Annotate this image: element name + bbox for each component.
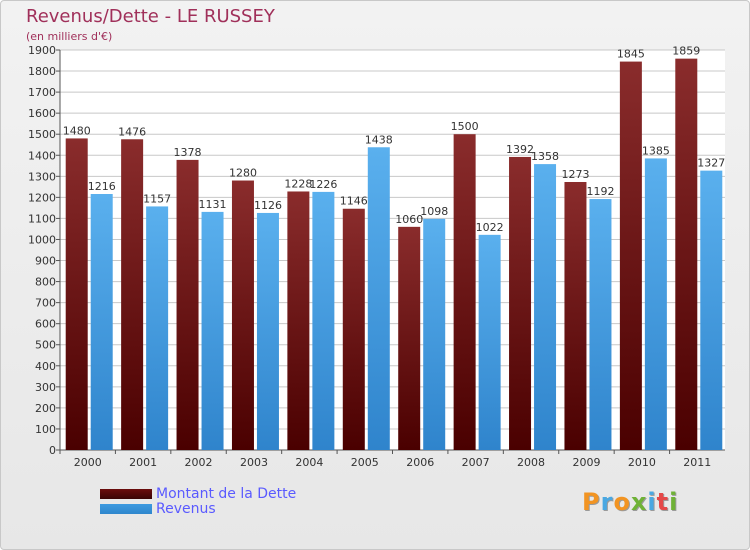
legend-swatch-revenus bbox=[100, 504, 152, 514]
y-tick-label: 1300 bbox=[28, 170, 56, 183]
x-tick-label-2010: 2010 bbox=[628, 456, 656, 469]
data-label-dette-2001: 1476 bbox=[118, 125, 146, 138]
bar-revenus-2001 bbox=[146, 206, 169, 450]
logo-letter-1: r bbox=[600, 488, 614, 516]
data-label-revenus-2011: 1327 bbox=[697, 157, 725, 170]
bar-revenus-2008 bbox=[534, 164, 557, 450]
y-tick-label: 1400 bbox=[28, 149, 56, 162]
y-tick-label: 1500 bbox=[28, 128, 56, 141]
chart-title: Revenus/Dette - LE RUSSEY bbox=[26, 6, 275, 27]
bar-dette-2007 bbox=[453, 134, 476, 451]
x-tick-label-2001: 2001 bbox=[129, 456, 157, 469]
y-tick-label: 1000 bbox=[28, 233, 56, 246]
data-label-revenus-2006: 1098 bbox=[420, 205, 448, 218]
data-label-revenus-2002: 1131 bbox=[199, 198, 227, 211]
y-tick-label: 300 bbox=[35, 381, 56, 394]
data-label-dette-2005: 1146 bbox=[340, 195, 368, 208]
bar-dette-2006 bbox=[398, 226, 421, 450]
x-tick-label-2000: 2000 bbox=[74, 456, 102, 469]
data-label-revenus-2008: 1358 bbox=[531, 150, 559, 163]
logo-letter-2: o bbox=[613, 488, 631, 516]
y-tick-label: 400 bbox=[35, 360, 56, 373]
x-tick-label-2003: 2003 bbox=[240, 456, 268, 469]
x-tick-label-2006: 2006 bbox=[406, 456, 434, 469]
data-label-revenus-2005: 1438 bbox=[365, 133, 393, 146]
bar-dette-2002 bbox=[176, 159, 199, 451]
y-tick-label: 800 bbox=[35, 276, 56, 289]
y-tick-label: 1600 bbox=[28, 107, 56, 120]
x-tick-label-2007: 2007 bbox=[462, 456, 490, 469]
data-label-revenus-2007: 1022 bbox=[476, 221, 504, 234]
data-label-revenus-2000: 1216 bbox=[88, 180, 116, 193]
y-tick-label: 600 bbox=[35, 318, 56, 331]
x-tick-label-2002: 2002 bbox=[185, 456, 213, 469]
bar-revenus-2009 bbox=[589, 199, 612, 450]
x-tick-label-2011: 2011 bbox=[683, 456, 711, 469]
data-label-dette-2007: 1500 bbox=[451, 120, 479, 133]
data-label-dette-2010: 1845 bbox=[617, 48, 645, 61]
y-tick-label: 500 bbox=[35, 339, 56, 352]
logo-letter-3: x bbox=[630, 488, 648, 516]
y-tick-label: 1700 bbox=[28, 86, 56, 99]
proxiti-logo: Proxiti bbox=[582, 488, 678, 516]
bar-dette-2010 bbox=[619, 61, 642, 450]
plot-area bbox=[60, 50, 725, 450]
y-tick-label: 1800 bbox=[28, 65, 56, 78]
logo-letter-0: P bbox=[582, 488, 601, 516]
data-label-dette-2004: 1228 bbox=[284, 177, 312, 190]
bar-dette-2004 bbox=[287, 191, 310, 450]
bar-revenus-2002 bbox=[201, 211, 224, 450]
y-tick-label: 1900 bbox=[28, 44, 56, 57]
data-label-revenus-2001: 1157 bbox=[143, 192, 171, 205]
bar-dette-2009 bbox=[564, 182, 587, 450]
x-tick-label-2009: 2009 bbox=[572, 456, 600, 469]
x-tick-label-2008: 2008 bbox=[517, 456, 545, 469]
data-label-revenus-2003: 1126 bbox=[254, 199, 282, 212]
y-tick-label: 100 bbox=[35, 423, 56, 436]
bar-revenus-2010 bbox=[644, 158, 667, 450]
legend-label-revenus: Revenus bbox=[156, 501, 216, 517]
bar-revenus-2000 bbox=[90, 194, 113, 450]
y-tick-label: 0 bbox=[49, 444, 56, 457]
data-label-revenus-2009: 1192 bbox=[586, 185, 614, 198]
data-label-dette-2008: 1392 bbox=[506, 143, 534, 156]
legend-item-revenus: Revenus bbox=[100, 501, 216, 517]
bar-dette-2005 bbox=[342, 208, 365, 450]
bar-revenus-2003 bbox=[256, 212, 279, 450]
data-label-dette-2009: 1273 bbox=[561, 168, 589, 181]
logo-letter-6: i bbox=[669, 488, 679, 516]
bar-dette-2011 bbox=[675, 58, 698, 450]
y-tick-label: 1100 bbox=[28, 212, 56, 225]
data-label-dette-2003: 1280 bbox=[229, 167, 257, 180]
data-label-dette-2006: 1060 bbox=[395, 213, 423, 226]
bar-revenus-2007 bbox=[478, 234, 501, 450]
y-tick-label: 900 bbox=[35, 255, 56, 268]
data-label-revenus-2010: 1385 bbox=[642, 144, 670, 157]
bar-revenus-2006 bbox=[423, 218, 446, 450]
bar-dette-2003 bbox=[231, 180, 254, 451]
x-tick-label-2005: 2005 bbox=[351, 456, 379, 469]
y-tick-label: 1200 bbox=[28, 191, 56, 204]
legend-label-dette: Montant de la Dette bbox=[156, 486, 297, 502]
data-label-revenus-2004: 1226 bbox=[309, 178, 337, 191]
bar-revenus-2011 bbox=[700, 170, 723, 450]
bar-revenus-2005 bbox=[367, 147, 390, 450]
y-tick-label: 700 bbox=[35, 297, 56, 310]
bar-dette-2000 bbox=[65, 138, 88, 450]
legend-swatch-dette bbox=[100, 489, 152, 499]
data-label-dette-2000: 1480 bbox=[63, 124, 91, 137]
data-label-dette-2011: 1859 bbox=[672, 45, 700, 58]
bar-revenus-2004 bbox=[312, 191, 335, 451]
logo-letter-4: i bbox=[647, 488, 657, 516]
x-tick-label-2004: 2004 bbox=[295, 456, 323, 469]
legend-item-dette: Montant de la Dette bbox=[100, 486, 297, 502]
y-tick-label: 200 bbox=[35, 402, 56, 415]
bar-dette-2001 bbox=[121, 139, 144, 450]
bar-dette-2008 bbox=[509, 156, 532, 450]
logo-letter-5: t bbox=[656, 488, 670, 516]
data-label-dette-2002: 1378 bbox=[174, 146, 202, 159]
chart-subtitle: (en milliers d'€) bbox=[26, 30, 113, 43]
